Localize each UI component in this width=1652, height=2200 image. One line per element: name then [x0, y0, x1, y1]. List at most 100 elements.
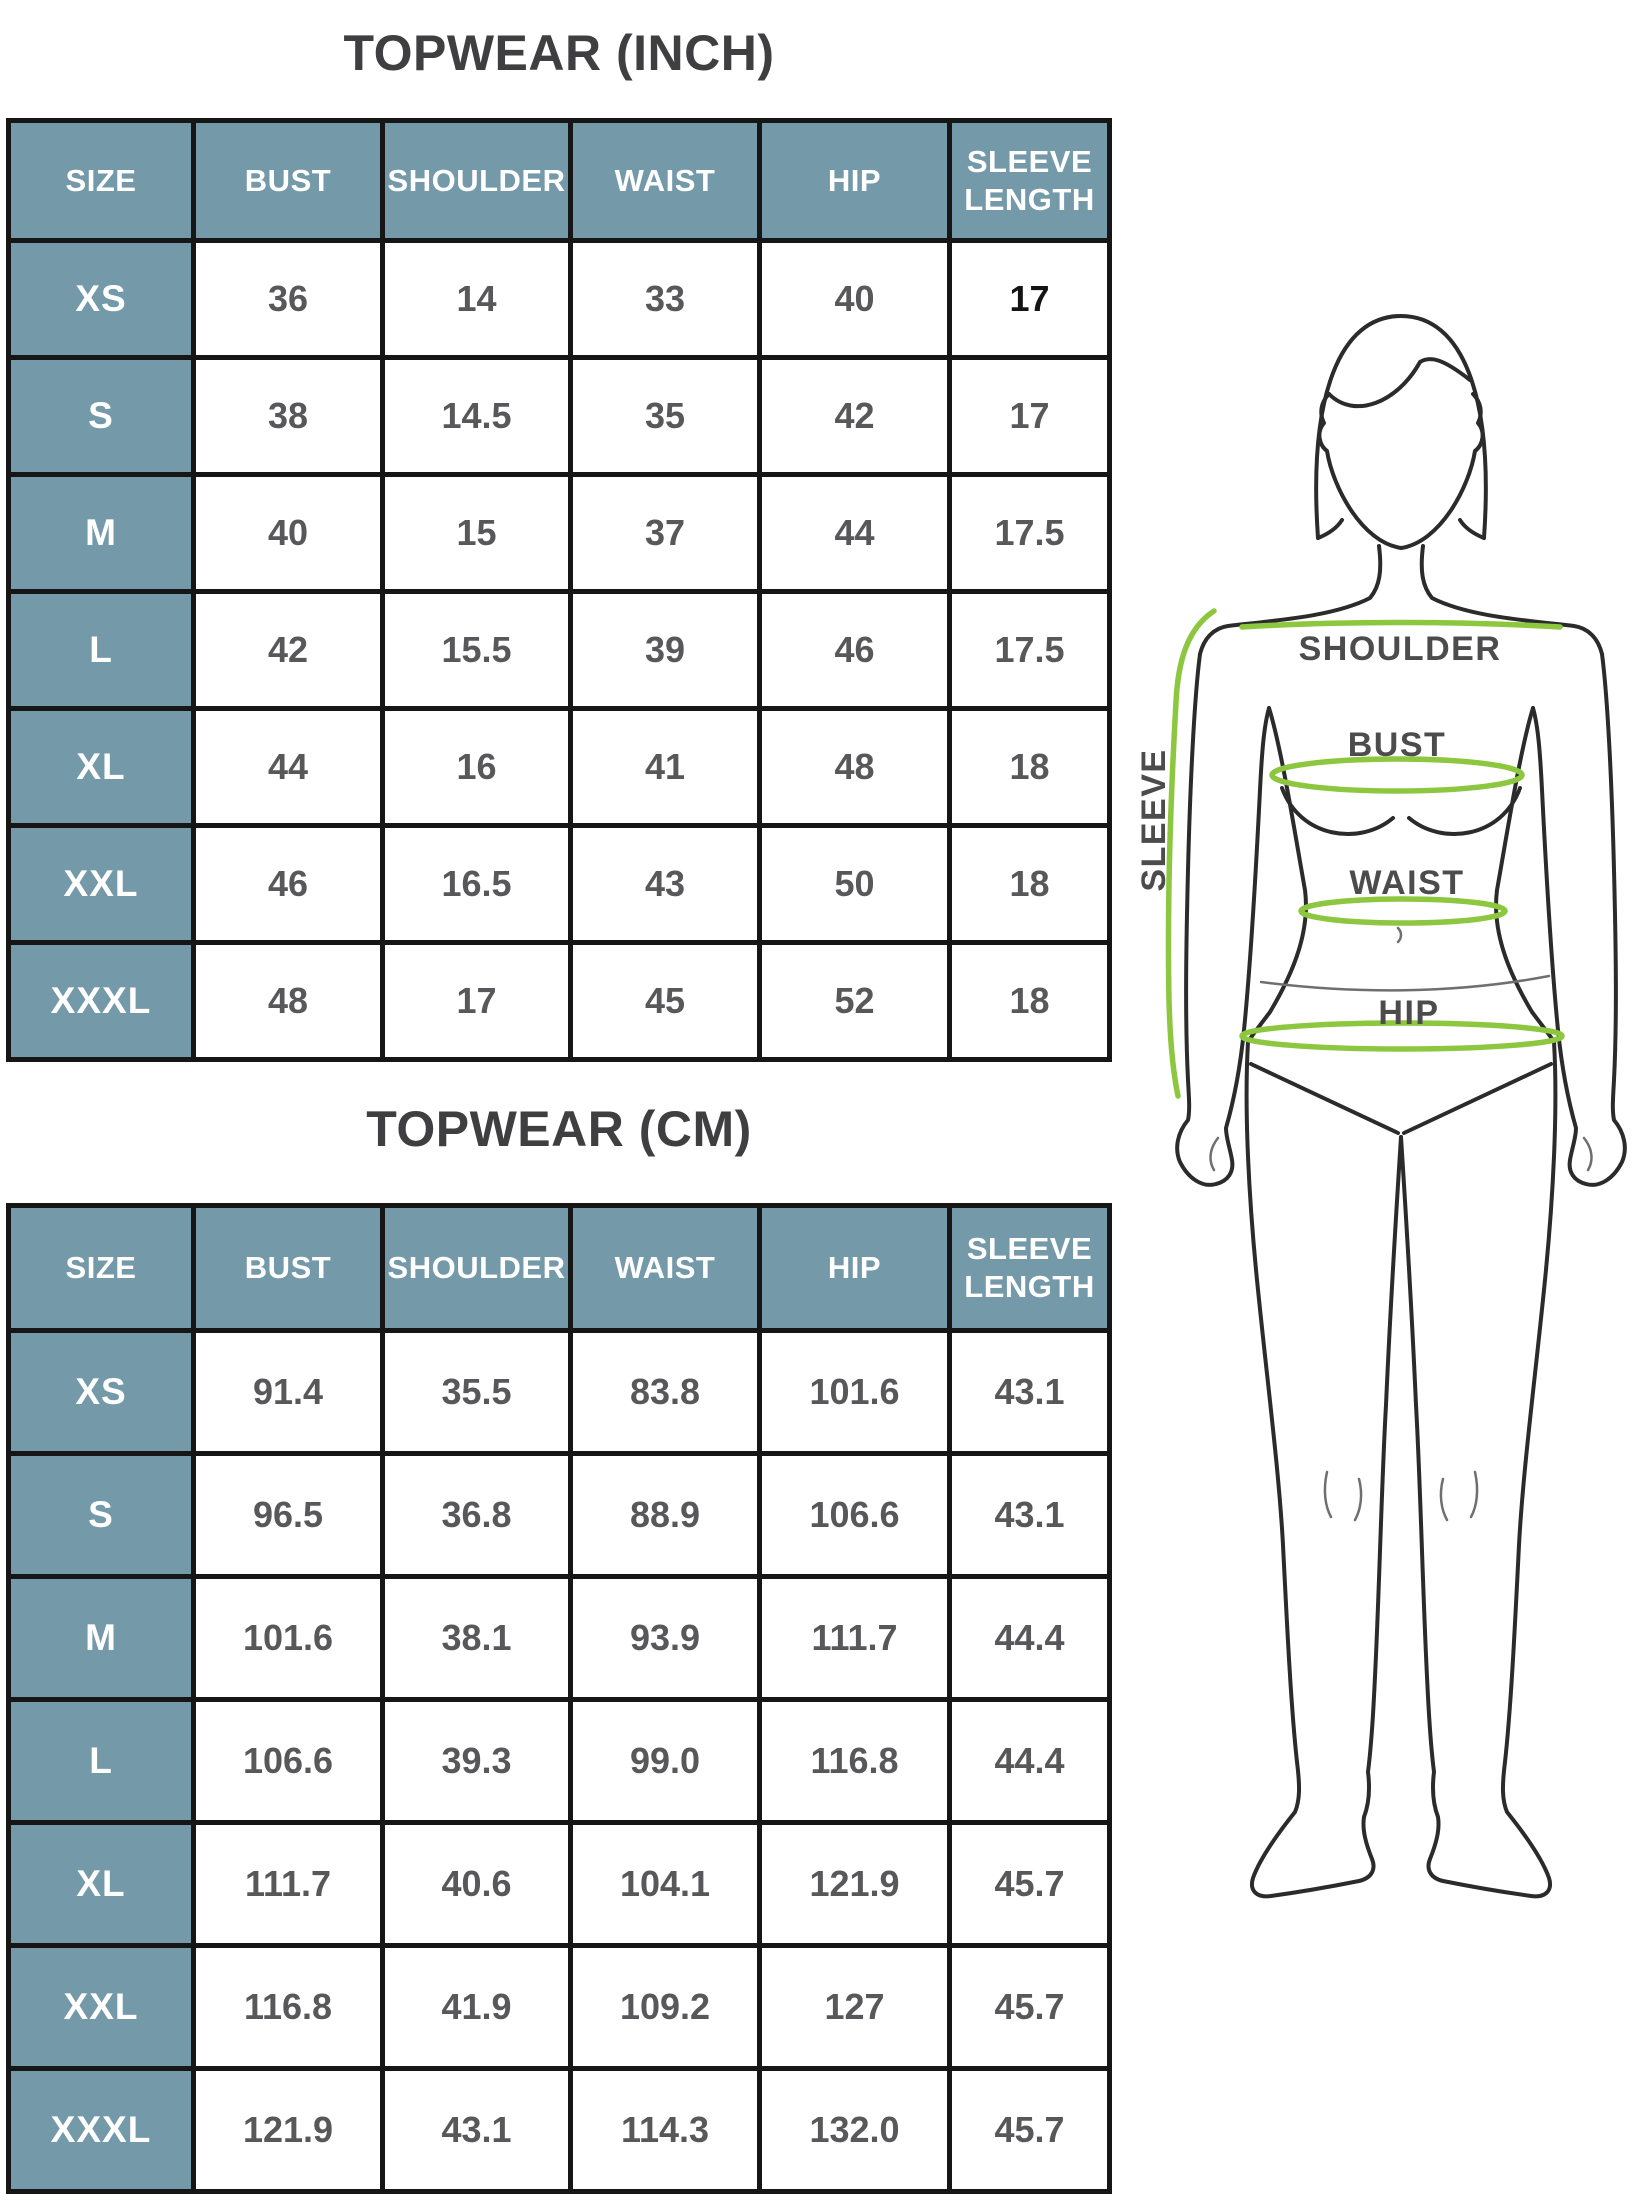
value-cell: 35: [573, 360, 757, 472]
header-cell-shoulder: SHOULDER: [385, 123, 568, 238]
value-cell: 106.6: [762, 1456, 947, 1574]
sleeve-label: SLEEVE: [1135, 748, 1173, 891]
value-cell: 109.2: [573, 1948, 757, 2066]
figure-neck-shoulders: [1198, 544, 1604, 656]
value-cell: 41: [573, 711, 757, 823]
value-cell: 44.4: [952, 1579, 1107, 1697]
value-cell: 18: [952, 711, 1107, 823]
header-cell-sleeve-length: SLEEVE LENGTH: [952, 1208, 1107, 1328]
value-cell: 38.1: [385, 1579, 568, 1697]
waist-label: WAIST: [1349, 864, 1464, 902]
value-cell: 17.5: [952, 594, 1107, 706]
figure-hair-icon: [1314, 314, 1488, 540]
value-cell: 111.7: [196, 1825, 380, 1943]
bust-label: BUST: [1348, 726, 1447, 764]
value-cell: 50: [762, 828, 947, 940]
figure-face-icon: [1317, 392, 1485, 550]
size-cell-xl: XL: [11, 1825, 191, 1943]
value-cell: 40: [762, 243, 947, 355]
value-cell: 39: [573, 594, 757, 706]
value-cell: 46: [762, 594, 947, 706]
header-cell-bust: BUST: [196, 123, 380, 238]
value-cell: 46: [196, 828, 380, 940]
value-cell: 106.6: [196, 1702, 380, 1820]
value-cell: 45: [573, 945, 757, 1057]
header-cell-hip: HIP: [762, 1208, 947, 1328]
value-cell: 127: [762, 1948, 947, 2066]
value-cell: 44: [762, 477, 947, 589]
figure-torso: [1246, 706, 1556, 1135]
size-cell-xxl: XXL: [11, 828, 191, 940]
size-cell-m: M: [11, 477, 191, 589]
body-measurement-diagram: SHOULDER BUST WAIST HIP SLEEVE: [1135, 314, 1627, 1899]
size-cell-l: L: [11, 594, 191, 706]
header-cell-size: SIZE: [11, 123, 191, 238]
size-cell-xxl: XXL: [11, 1948, 191, 2066]
topwear-inch-table: SIZE BUST SHOULDER WAIST HIP SLEEVE LENGTH XS 3…: [6, 118, 1112, 1062]
header-cell-waist: WAIST: [573, 123, 757, 238]
header-cell-bust: BUST: [196, 1208, 380, 1328]
value-cell: 18: [952, 828, 1107, 940]
value-cell: 16.5: [385, 828, 568, 940]
value-cell: 91.4: [196, 1333, 380, 1451]
value-cell: 101.6: [762, 1333, 947, 1451]
value-cell: 88.9: [573, 1456, 757, 1574]
value-cell: 43: [573, 828, 757, 940]
value-cell: 17: [952, 243, 1107, 355]
value-cell: 40: [196, 477, 380, 589]
value-cell: 101.6: [196, 1579, 380, 1697]
value-cell: 121.9: [196, 2071, 380, 2189]
value-cell: 121.9: [762, 1825, 947, 1943]
value-cell: 42: [762, 360, 947, 472]
value-cell: 104.1: [573, 1825, 757, 1943]
value-cell: 45.7: [952, 1825, 1107, 1943]
topwear-cm-title: TOPWEAR (CM): [366, 1101, 752, 1157]
figure-legs: [1244, 1040, 1558, 1899]
value-cell: 15: [385, 477, 568, 589]
header-cell-size: SIZE: [11, 1208, 191, 1328]
value-cell: 99.0: [573, 1702, 757, 1820]
topwear-inch-title: TOPWEAR (INCH): [343, 25, 775, 81]
size-cell-xs: XS: [11, 1333, 191, 1451]
value-cell: 42: [196, 594, 380, 706]
header-cell-shoulder: SHOULDER: [385, 1208, 568, 1328]
value-cell: 114.3: [573, 2071, 757, 2189]
bust-measure-ellipse: [1269, 756, 1525, 794]
hip-label: HIP: [1378, 994, 1439, 1032]
measurement-lines: [1165, 608, 1565, 1099]
size-cell-m: M: [11, 1579, 191, 1697]
hip-measure-ellipse: [1239, 1020, 1565, 1052]
size-cell-s: S: [11, 360, 191, 472]
value-cell: 41.9: [385, 1948, 568, 2066]
size-cell-s: S: [11, 1456, 191, 1574]
value-cell: 33: [573, 243, 757, 355]
value-cell: 35.5: [385, 1333, 568, 1451]
value-cell: 37: [573, 477, 757, 589]
value-cell: 17: [385, 945, 568, 1057]
value-cell: 44.4: [952, 1702, 1107, 1820]
value-cell: 48: [196, 945, 380, 1057]
value-cell: 15.5: [385, 594, 568, 706]
value-cell: 43.1: [952, 1456, 1107, 1574]
value-cell: 44: [196, 711, 380, 823]
value-cell: 43.1: [952, 1333, 1107, 1451]
value-cell: 52: [762, 945, 947, 1057]
header-cell-sleeve-length: SLEEVE LENGTH: [952, 123, 1107, 238]
shoulder-measure-line: [1239, 619, 1563, 630]
value-cell: 132.0: [762, 2071, 947, 2189]
value-cell: 17: [952, 360, 1107, 472]
size-cell-xxxl: XXXL: [11, 945, 191, 1057]
value-cell: 18: [952, 945, 1107, 1057]
size-cell-xl: XL: [11, 711, 191, 823]
value-cell: 17.5: [952, 477, 1107, 589]
value-cell: 116.8: [196, 1948, 380, 2066]
value-cell: 116.8: [762, 1702, 947, 1820]
shoulder-label: SHOULDER: [1299, 630, 1502, 668]
value-cell: 36: [196, 243, 380, 355]
value-cell: 45.7: [952, 2071, 1107, 2189]
value-cell: 96.5: [196, 1456, 380, 1574]
waist-measure-ellipse: [1298, 896, 1508, 926]
size-cell-l: L: [11, 1702, 191, 1820]
header-cell-hip: HIP: [762, 123, 947, 238]
